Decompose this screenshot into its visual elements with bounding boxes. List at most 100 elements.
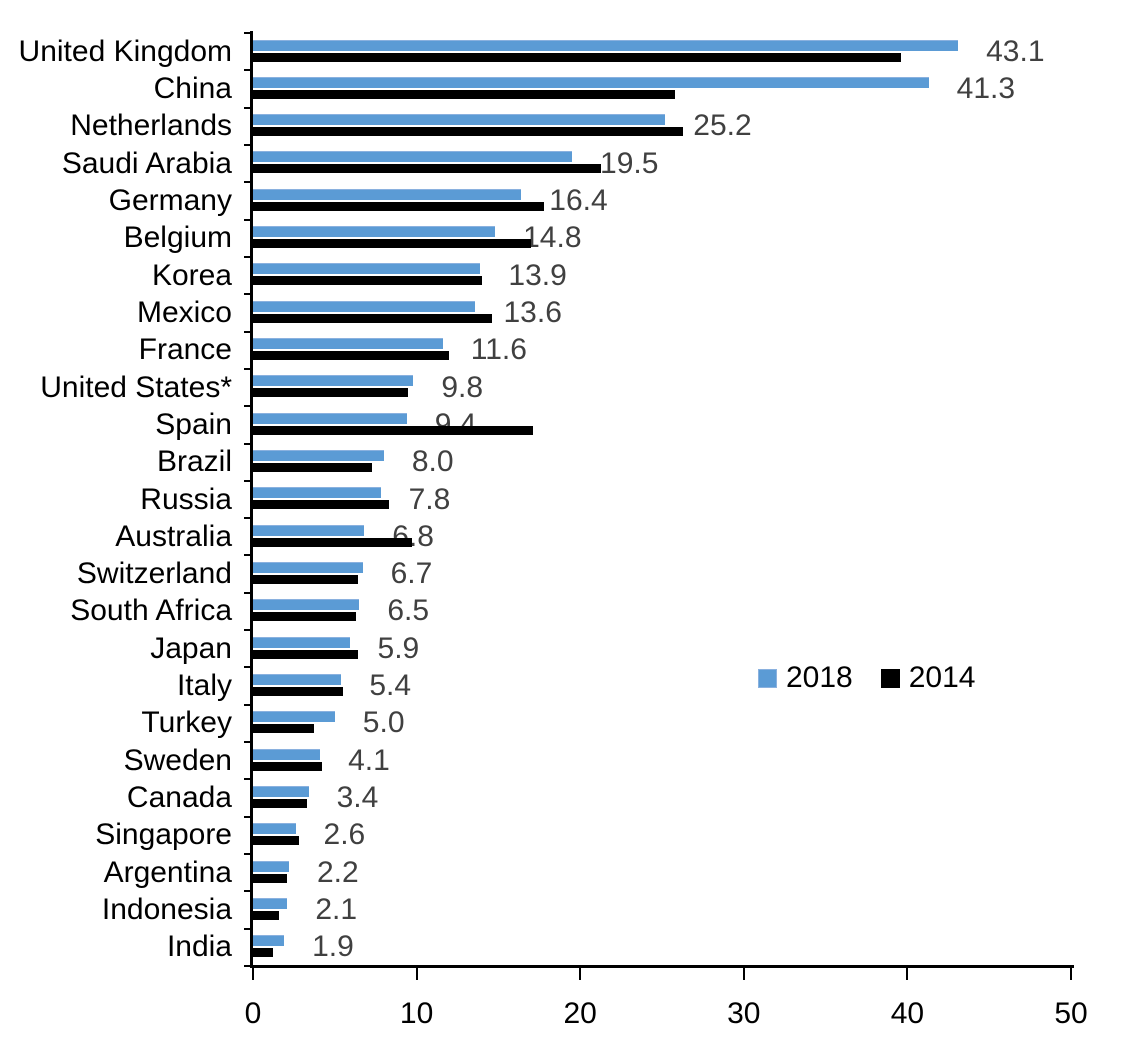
legend-item-2014: 2014 <box>880 661 976 695</box>
value-label: 5.0 <box>362 706 405 740</box>
y-axis-tick <box>244 69 252 72</box>
bar-2014 <box>253 89 676 99</box>
bar-2014 <box>253 649 358 659</box>
bar-2014 <box>253 201 545 211</box>
value-label: 3.4 <box>336 781 379 815</box>
x-tick-label: 10 <box>399 997 434 1030</box>
x-axis-tick <box>415 968 418 980</box>
bar-2018 <box>253 263 481 275</box>
value-label: 6.7 <box>390 557 433 591</box>
legend-swatch-2018 <box>758 668 777 688</box>
bar-2014 <box>253 798 307 808</box>
bar-2018 <box>253 188 522 200</box>
category-label: Netherlands <box>70 109 232 143</box>
bar-2018 <box>253 114 666 126</box>
bar-2018 <box>253 76 929 88</box>
value-label: 11.6 <box>470 333 527 367</box>
category-label: Russia <box>140 482 232 516</box>
bar-2018 <box>253 338 443 350</box>
y-axis-line <box>250 31 253 968</box>
value-label: 2.6 <box>323 818 366 852</box>
value-label: 9.8 <box>441 370 484 404</box>
x-axis-tick <box>742 968 745 980</box>
bar-2014 <box>253 463 373 473</box>
value-label: 41.3 <box>956 71 1016 105</box>
y-axis-tick <box>244 479 252 482</box>
x-axis-line <box>250 965 1074 968</box>
category-label: Italy <box>176 669 232 703</box>
y-axis-tick <box>244 517 252 520</box>
legend-swatch-2014 <box>880 668 900 688</box>
bar-2018 <box>253 487 381 499</box>
x-tick-label: 30 <box>727 997 761 1030</box>
bar-2014 <box>253 425 533 435</box>
x-axis-tick <box>579 968 582 980</box>
category-label: Turkey <box>141 706 232 740</box>
value-label: 2.1 <box>315 893 358 927</box>
bar-2018 <box>253 860 289 872</box>
bar-2018 <box>253 823 296 835</box>
category-label: South Africa <box>70 594 232 628</box>
bar-2014 <box>253 351 450 361</box>
value-label: 2.2 <box>316 855 359 889</box>
legend-label-2018: 2018 <box>786 661 853 694</box>
x-tick-label: 20 <box>563 997 597 1030</box>
bar-2018 <box>253 226 496 238</box>
bar-2018 <box>253 412 407 424</box>
y-axis-tick <box>244 367 252 370</box>
y-axis-tick <box>244 778 252 781</box>
category-label: France <box>138 333 232 367</box>
category-label: Saudi Arabia <box>61 146 232 180</box>
category-label: India <box>166 930 232 964</box>
bar-2014 <box>253 574 358 584</box>
y-axis-tick <box>244 106 252 109</box>
bar-2014 <box>253 537 412 547</box>
category-label: China <box>153 71 232 105</box>
value-label: 6.5 <box>387 594 430 628</box>
y-axis-tick <box>244 927 252 930</box>
bar-2018 <box>253 39 959 51</box>
category-label: Switzerland <box>76 557 232 591</box>
bar-2018 <box>253 636 350 648</box>
bar-2014 <box>253 127 684 137</box>
bar-2018 <box>253 785 309 797</box>
y-axis-tick <box>244 890 252 893</box>
bar-2014 <box>253 724 314 734</box>
y-axis-tick <box>244 255 252 258</box>
category-label: Japan <box>150 631 232 665</box>
value-label: 5.4 <box>369 669 412 703</box>
y-axis-tick <box>244 741 252 744</box>
y-axis-tick <box>244 218 252 221</box>
y-axis-tick <box>244 853 252 856</box>
value-label: 9.4 <box>434 407 477 441</box>
bar-2014 <box>253 239 532 249</box>
value-label: 8.0 <box>411 445 454 479</box>
y-axis-tick <box>244 666 252 669</box>
bar-2014 <box>253 52 901 62</box>
category-label: Korea <box>151 258 232 292</box>
category-label: Mexico <box>136 295 232 329</box>
value-label: 14.8 <box>523 221 582 255</box>
value-label: 6.8 <box>392 519 434 553</box>
bar-2018 <box>253 300 476 312</box>
bar-2018 <box>253 599 360 611</box>
x-tick-label: 50 <box>1054 997 1088 1030</box>
legend-item-2018: 2018 <box>758 661 853 695</box>
y-axis-tick <box>244 405 252 408</box>
legend: 2018 2014 <box>758 661 976 695</box>
bar-2014 <box>253 686 343 696</box>
bar-2018 <box>253 748 321 760</box>
bar-2014 <box>253 873 288 883</box>
value-label: 5.9 <box>377 631 420 665</box>
y-axis-tick <box>244 629 252 632</box>
bar-2018 <box>253 561 363 573</box>
bar-2014 <box>253 388 409 398</box>
value-label: 1.9 <box>312 930 354 964</box>
category-label: Canada <box>126 781 232 815</box>
category-label: Spain <box>155 407 232 441</box>
bar-2018 <box>253 151 573 163</box>
y-axis-tick <box>244 815 252 818</box>
bar-2018 <box>253 935 285 947</box>
y-axis-tick <box>244 591 252 594</box>
